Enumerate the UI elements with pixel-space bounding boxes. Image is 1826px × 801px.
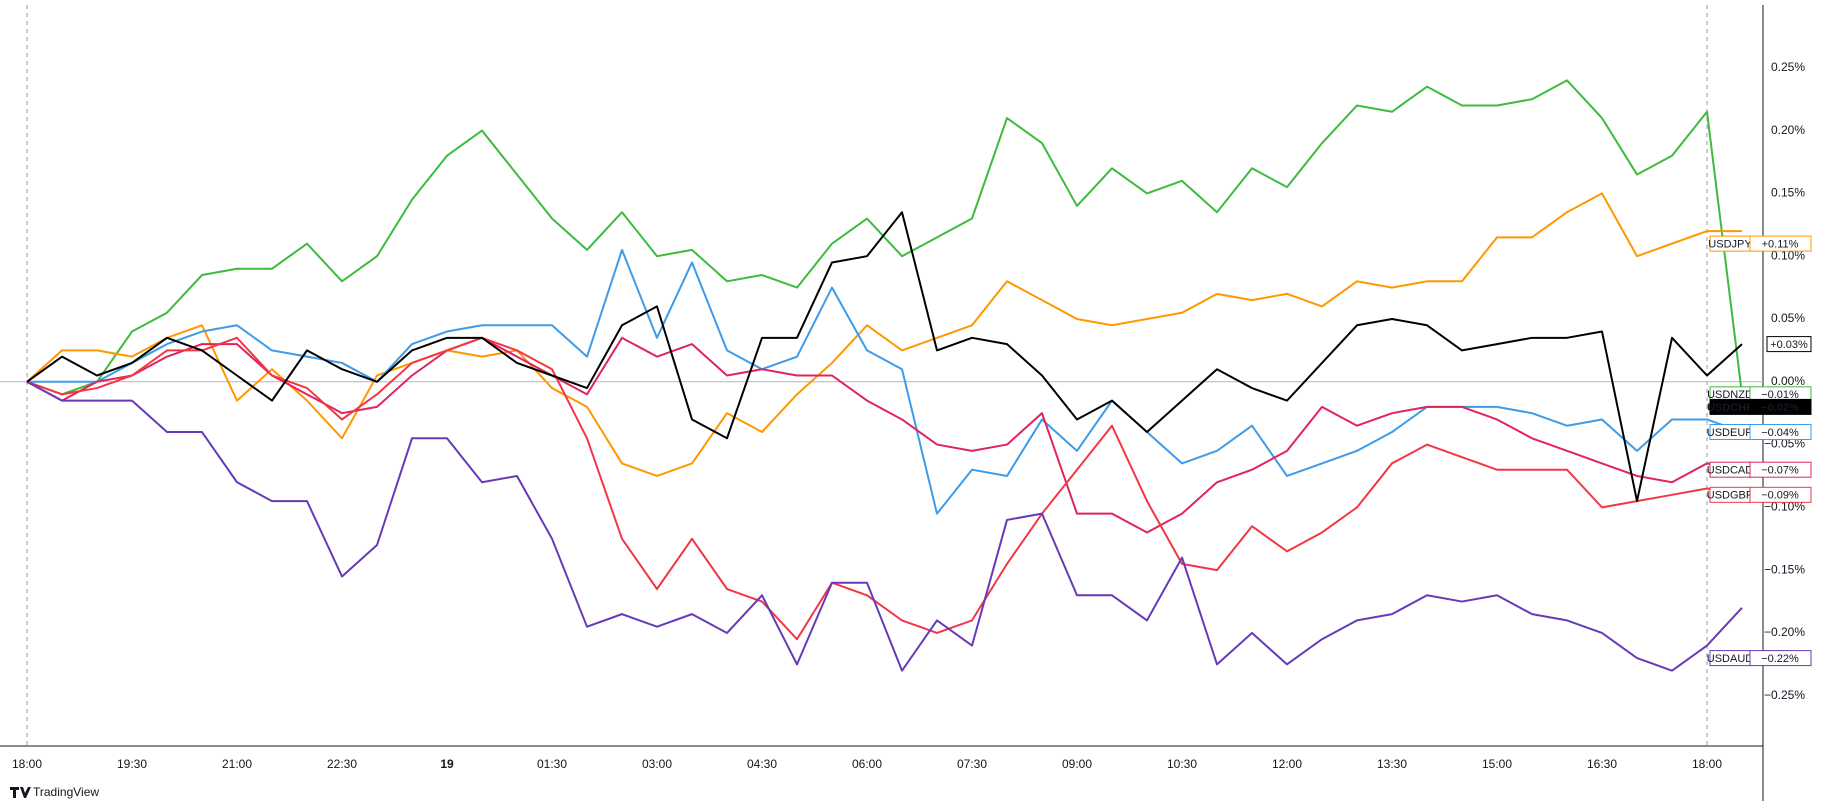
tag-name: USDJPY	[1708, 239, 1752, 251]
tag-value: −0.22%	[1761, 653, 1799, 665]
series-line	[26, 336, 1743, 534]
series-tag: USDAUD −0.22%	[1707, 650, 1812, 667]
last-value-text: +0.03%	[1770, 339, 1808, 351]
series-tag: USDGBP −0.09%	[1707, 486, 1812, 503]
y-tick-label: −0.15%	[1764, 562, 1805, 576]
tag-name: USDGBP	[1707, 490, 1753, 502]
last-value-tag: +0.03%	[1766, 336, 1812, 353]
x-tick-label: 18:00	[1692, 757, 1722, 771]
series-tag: USDCAD −0.07%	[1707, 461, 1812, 478]
x-tick-label: 22:30	[327, 757, 357, 771]
series-line	[26, 380, 1743, 672]
y-tick-label: −0.20%	[1764, 625, 1805, 639]
series-line	[26, 79, 1743, 396]
tag-name: USDCHF	[1707, 402, 1753, 414]
x-tick-label: 04:30	[747, 757, 777, 771]
tag-name: USDAUD	[1707, 653, 1754, 665]
tag-name: USDEUR	[1707, 427, 1754, 439]
x-tick-label: 16:30	[1587, 757, 1617, 771]
x-tick-label: 09:00	[1062, 757, 1092, 771]
tag-name: USDCAD	[1707, 465, 1754, 477]
tag-value: −0.01%	[1761, 389, 1799, 401]
tag-name: USDNZD	[1707, 389, 1753, 401]
tag-value: −0.09%	[1761, 490, 1799, 502]
tag-value: −0.07%	[1761, 465, 1799, 477]
series-line	[26, 211, 1743, 503]
x-tick-label: 03:00	[642, 757, 672, 771]
y-tick-label: −0.10%	[1764, 500, 1805, 514]
y-tick-label: 0.20%	[1771, 123, 1805, 137]
series-line	[26, 192, 1742, 477]
tag-value-box	[1749, 461, 1812, 478]
last-value-box	[1766, 336, 1812, 353]
tag-value-box	[1749, 650, 1812, 667]
x-tick-label: 10:30	[1167, 757, 1197, 771]
x-tick-label: 15:00	[1482, 757, 1512, 771]
y-tick-label: 0.05%	[1771, 311, 1805, 325]
footer-text: TradingView	[33, 785, 99, 799]
footer-logo: TradingView	[10, 785, 99, 799]
y-tick-label: 0.25%	[1771, 60, 1805, 74]
x-tick-label: 12:00	[1272, 757, 1302, 771]
x-tick-label: 06:00	[852, 757, 882, 771]
x-tick-label: 21:00	[222, 757, 252, 771]
tag-value: −0.02%	[1761, 402, 1799, 414]
y-tick-label: 0.15%	[1771, 186, 1805, 200]
y-tick-label: 0.10%	[1771, 248, 1805, 262]
series-tag: USDCHF −0.02%	[1707, 398, 1812, 415]
x-tick-label: 18:00	[12, 757, 42, 771]
x-tick-label: 13:30	[1377, 757, 1407, 771]
x-tick-label: 01:30	[537, 757, 567, 771]
series-tag: USDEUR −0.04%	[1707, 424, 1812, 441]
tag-value-box	[1749, 235, 1812, 252]
series-line	[26, 336, 1743, 641]
y-tick-label: 0.00%	[1771, 374, 1805, 388]
tag-value: +0.11%	[1762, 239, 1799, 251]
x-tick-label: 19	[440, 757, 454, 771]
y-tick-label: −0.25%	[1764, 688, 1805, 702]
tag-value: −0.04%	[1761, 427, 1799, 439]
tag-value-box	[1749, 398, 1812, 415]
x-tick-label: 19:30	[117, 757, 147, 771]
y-tick-label: −0.05%	[1764, 437, 1805, 451]
x-tick-label: 07:30	[957, 757, 987, 771]
series-tag: USDNZD −0.01%	[1707, 386, 1812, 403]
series-tag: USDJPY +0.11%	[1708, 235, 1812, 252]
tag-value-box	[1749, 486, 1812, 503]
tag-value-box	[1749, 424, 1812, 441]
